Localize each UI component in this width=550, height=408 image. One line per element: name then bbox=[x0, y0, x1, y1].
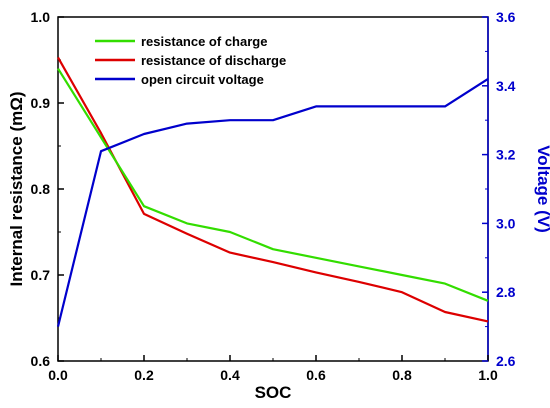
y-right-tick-label: 3.0 bbox=[496, 215, 516, 231]
y-right-tick-label: 3.6 bbox=[496, 9, 516, 25]
y-right-tick-label: 3.4 bbox=[496, 78, 516, 94]
series-line-resistance-of-charge bbox=[57, 68, 489, 302]
y-right-tick-label: 2.6 bbox=[496, 353, 516, 369]
x-axis-title: SOC bbox=[255, 383, 292, 402]
y-right-axis-ticks: 2.6 2.8 3.0 3.2 3.4 3.6 bbox=[482, 9, 516, 369]
x-tick-label: 0.8 bbox=[392, 367, 412, 383]
x-tick-label: 0.6 bbox=[306, 367, 326, 383]
legend: resistance of charge resistance of disch… bbox=[95, 34, 286, 87]
y-left-axis-ticks: 0.6 0.7 0.8 0.9 1.0 bbox=[31, 9, 64, 369]
y-left-axis-title: Internal resistance (mΩ) bbox=[7, 91, 26, 286]
series-line-resistance-of-discharge bbox=[57, 56, 489, 323]
y-left-tick-label: 1.0 bbox=[31, 9, 51, 25]
y-right-tick-label: 2.8 bbox=[496, 284, 516, 300]
y-right-tick-label: 3.2 bbox=[496, 147, 516, 163]
legend-label-charge: resistance of charge bbox=[141, 34, 267, 49]
y-left-tick-label: 0.8 bbox=[31, 181, 51, 197]
legend-label-voltage: open circuit voltage bbox=[141, 72, 264, 87]
y-left-tick-label: 0.7 bbox=[31, 267, 51, 283]
legend-label-discharge: resistance of discharge bbox=[141, 53, 286, 68]
y-left-tick-label: 0.9 bbox=[31, 95, 51, 111]
x-axis-ticks: 0.0 0.2 0.4 0.6 0.8 1.0 bbox=[48, 355, 498, 383]
plot-frame bbox=[57, 16, 489, 362]
y-right-axis-title: Voltage (V) bbox=[534, 145, 550, 233]
y-left-tick-label: 0.6 bbox=[31, 353, 51, 369]
x-tick-label: 0.4 bbox=[220, 367, 240, 383]
series-line-open-circuit-voltage bbox=[56, 77, 489, 327]
x-tick-label: 0.2 bbox=[134, 367, 154, 383]
x-tick-label: 0.0 bbox=[48, 367, 68, 383]
series-lines bbox=[56, 56, 489, 327]
x-tick-label: 1.0 bbox=[478, 367, 498, 383]
